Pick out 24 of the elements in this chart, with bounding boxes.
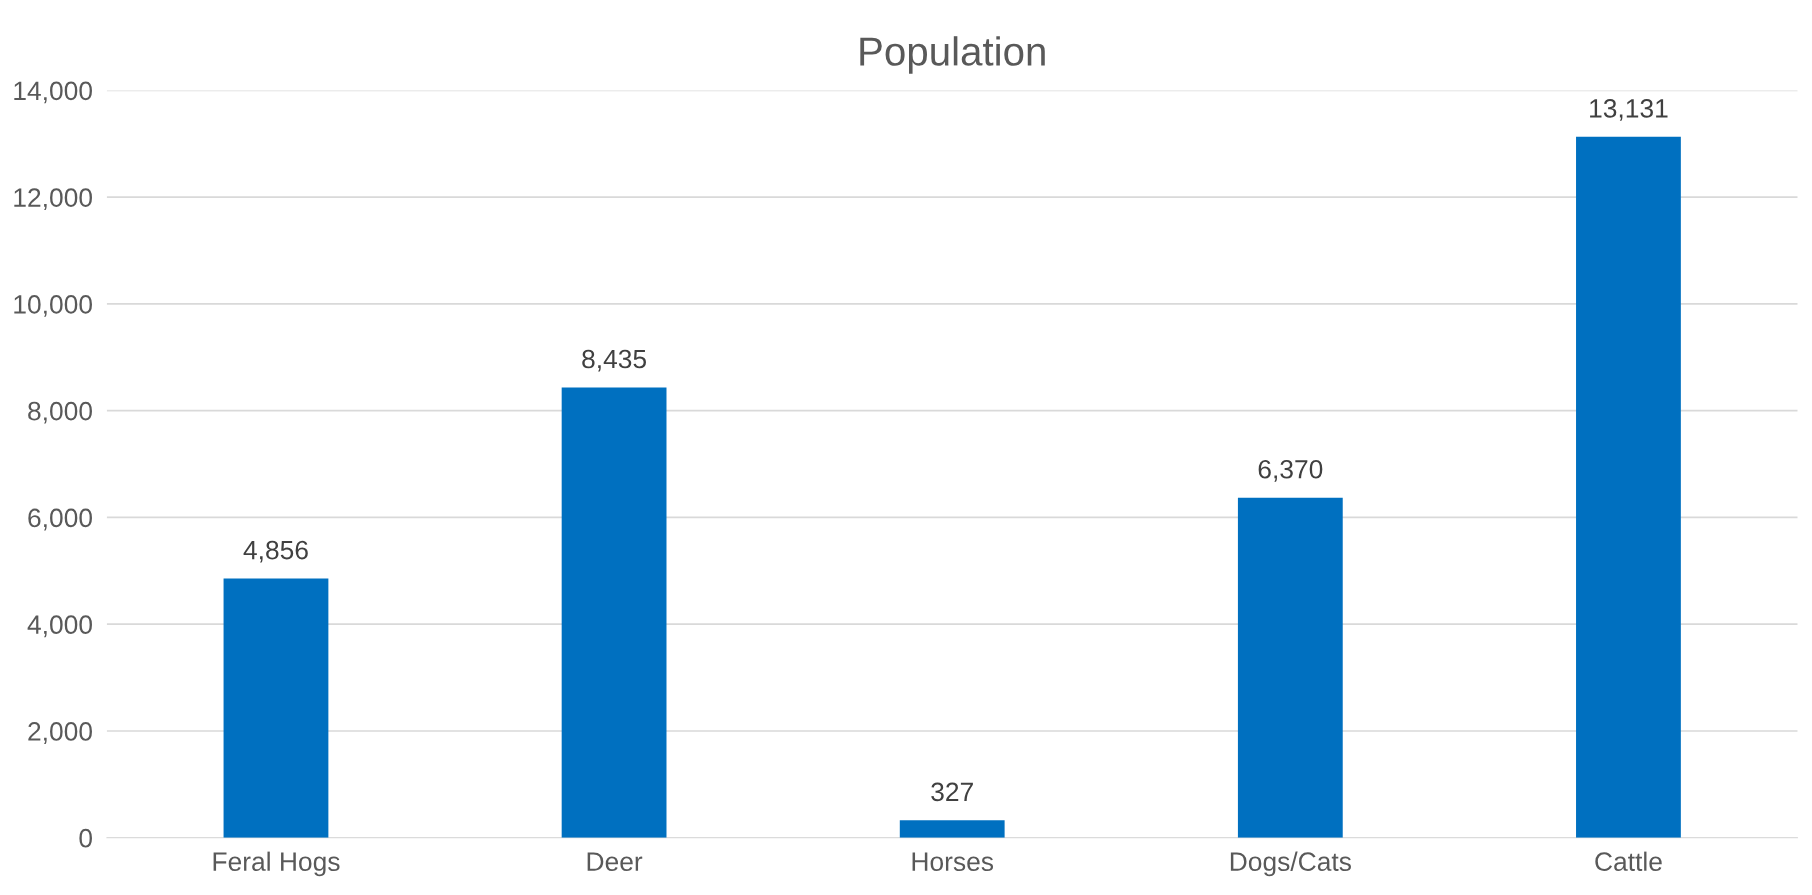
y-tick-label: 0	[79, 828, 92, 848]
y-tick-label: 12,000	[14, 188, 92, 211]
data-label: 6,370	[1258, 459, 1323, 482]
x-tick-label: Dogs/Cats	[1230, 851, 1351, 877]
data-label: 327	[931, 782, 973, 802]
y-tick-label: 8,000	[28, 401, 92, 424]
x-tick-label: Cattle	[1595, 851, 1662, 871]
y-tick-label: 2,000	[28, 722, 92, 744]
y-tick-label: 14,000	[14, 81, 92, 104]
data-label: 4,856	[243, 540, 308, 563]
data-label: 13,131	[1590, 98, 1668, 121]
chart-title: Population	[860, 36, 1045, 74]
bar	[1576, 136, 1681, 838]
y-tick-label: 6,000	[28, 508, 92, 531]
x-tick-label: Feral Hogs	[213, 851, 340, 877]
x-tick-label: Deer	[587, 852, 643, 871]
x-tick-label: Horses	[912, 852, 994, 871]
bar	[1237, 497, 1343, 838]
data-label: 8,435	[582, 349, 646, 372]
bar	[899, 820, 1005, 838]
y-tick-label: 4,000	[27, 615, 92, 638]
y-tick-label: 10,000	[14, 295, 92, 317]
bar	[223, 578, 329, 838]
bar	[561, 387, 667, 838]
